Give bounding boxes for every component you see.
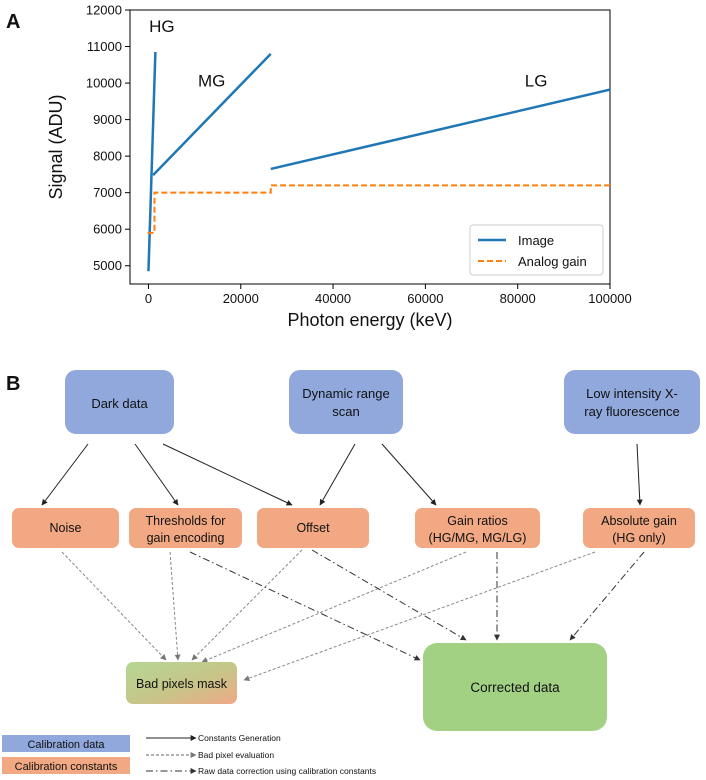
svg-text:Thresholds for: Thresholds for [146,514,226,528]
legend-calibration-constants-swatch [2,757,130,774]
source-low-intensity: Low intensity X- ray fluorescence [564,370,700,434]
y-tick-label-6: 11000 [87,39,122,54]
annotation-lg: LG [525,72,548,91]
constant-absolute-gain: Absolute gain (HG only) [583,508,695,548]
annotation-mg: MG [198,72,225,91]
y-axis-label: Signal (ADU) [46,94,66,199]
y-tick-label-1: 6000 [93,222,122,237]
constant-thresholds: Thresholds for gain encoding [129,508,242,548]
source-dynamic-range: Dynamic range scan [289,370,403,434]
svg-text:Offset: Offset [296,521,330,535]
arrow-dark-to-noise [41,443,89,506]
svg-text:Bad pixels mask: Bad pixels mask [136,677,228,691]
legend-image-label: Image [518,233,554,248]
y-tick-label-3: 8000 [93,149,122,164]
svg-text:gain encoding: gain encoding [147,531,225,545]
dashdot-connectors [189,549,645,661]
legend-analog-gain-label: Analog gain [518,254,587,269]
x-tick-label-0: 0 [145,291,152,306]
y-tick-label-4: 9000 [93,112,122,127]
dotted-connectors [61,549,596,681]
line-chart: 0 20000 40000 60000 80000 100000 5000 6000 7000 8… [46,3,632,331]
corrected-data-box: Corrected data [423,643,607,731]
arrow-thresholds-to-badmask [169,551,181,661]
constant-gain-ratios: Gain ratios (HG/MG, MG/LG) [415,508,540,548]
svg-text:ray fluorescence: ray fluorescence [584,404,679,419]
svg-text:(HG/MG, MG/LG): (HG/MG, MG/LG) [429,531,527,545]
panel-b-letter: B [6,373,20,395]
legend-solid-label: Constants Generation [198,733,281,743]
y-tick-label-5: 10000 [86,76,122,91]
x-tick-label-5: 100000 [588,291,631,306]
x-tick-label-2: 40000 [315,291,351,306]
solid-connectors [41,443,643,506]
legend-calibration-data-label: Calibration data [27,739,105,751]
svg-text:Absolute gain: Absolute gain [601,514,677,528]
arrow-absolute-to-corrected [569,551,645,641]
arrow-dynamic-to-gain-ratios [381,443,437,506]
legend-calibration-constants-label: Calibration constants [15,761,118,773]
legend-dotted-label: Bad pixel evaluation [198,750,274,760]
svg-text:Noise: Noise [50,521,82,535]
x-tick-label-1: 20000 [223,291,259,306]
arrow-offset-to-badmask [191,549,303,661]
svg-text:Dynamic range: Dynamic range [302,386,389,401]
svg-text:Dark data: Dark data [91,396,148,411]
svg-text:Corrected data: Corrected data [470,680,560,695]
series-image-hg-line [147,51,157,272]
arrow-thresholds-to-corrected [189,551,421,661]
svg-text:(HG only): (HG only) [612,531,665,545]
series-analog-gain-line [147,184,610,234]
constant-noise: Noise [12,508,119,548]
y-tick-label-0: 5000 [93,258,122,273]
diagram-legend: Calibration data Calibration constants C… [2,733,376,776]
svg-text:Gain ratios: Gain ratios [447,514,507,528]
arrow-noise-to-badmask [61,551,167,661]
panel-a-letter: A [6,11,20,33]
source-dark-data: Dark data [65,370,174,434]
y-tick-label-7: 12000 [86,3,122,18]
y-tick-label-2: 7000 [93,185,122,200]
x-axis-label: Photon energy (keV) [287,310,452,330]
arrow-gainratios-to-badmask [201,551,467,663]
arrow-absolute-to-badmask [243,551,596,681]
legend-dashdot-label: Raw data correction using calibration co… [198,766,376,776]
arrow-dark-to-thresholds [134,443,179,506]
svg-text:Low intensity X-: Low intensity X- [586,386,678,401]
annotation-hg: HG [149,17,175,36]
svg-text:scan: scan [332,404,359,419]
chart-legend [469,224,604,276]
x-tick-label-3: 60000 [407,291,443,306]
x-tick-label-4: 80000 [500,291,536,306]
bad-pixels-mask-box: Bad pixels mask [126,662,237,704]
arrow-dark-to-offset [162,443,293,506]
legend-calibration-data-swatch [2,735,130,752]
constant-offset: Offset [257,508,369,548]
arrow-lowint-to-absolute [636,443,643,506]
series-image-lg-line [270,88,610,171]
series-image-mg-line [152,52,272,177]
plot-frame [129,9,611,285]
arrow-dynamic-to-offset [319,443,356,506]
arrow-offset-to-corrected [311,549,467,641]
